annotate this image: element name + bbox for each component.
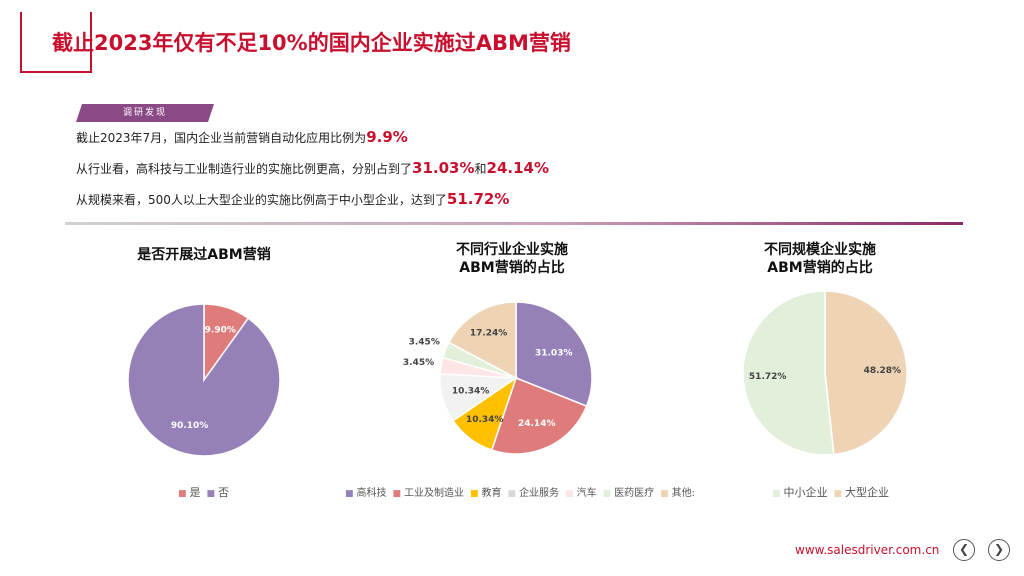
legend-label: 大型企业 <box>845 486 890 499</box>
pie-slice-大型企业 <box>824 290 908 456</box>
chart-title-line: ABM营销的占比 <box>459 260 565 276</box>
data-label-企业服务: 10.34% <box>452 387 490 397</box>
data-label-其他: 17.24% <box>470 328 508 338</box>
pie-slice-工业及制造业 <box>490 377 588 455</box>
pie-chart-abm: 9.90% 90.10% <box>127 303 281 457</box>
legend-label: 医药医疗 <box>614 488 655 499</box>
pie-slice-中小企业 <box>742 290 835 456</box>
legend-item: ■ 汽车 <box>565 488 597 499</box>
finding-text: 从规模来看，500人以上大型企业的实施比例高于中小型企业，达到了 <box>76 193 447 207</box>
data-label-工业及制造业: 24.14% <box>518 419 556 429</box>
legend-label: 工业及制造业 <box>404 488 465 499</box>
legend-scale: ■ 中小企业 ■ 大型企业 <box>772 484 895 500</box>
finding-line-2: 从行业看，高科技与工业制造行业的实施比例更高，分别占到了31.03%和24.14… <box>76 159 549 177</box>
legend-abm: ■ 是 ■ 否 <box>178 484 235 500</box>
legend-swatch: ■ <box>178 489 187 499</box>
finding-text: 从行业看，高科技与工业制造行业的实施比例更高，分别占到了 <box>76 162 413 176</box>
legend-swatch: ■ <box>345 489 354 499</box>
finding-line-3: 从规模来看，500人以上大型企业的实施比例高于中小型企业，达到了51.72% <box>76 190 509 208</box>
section-divider <box>65 222 963 225</box>
legend-swatch: ■ <box>565 489 574 499</box>
data-label-高科技: 31.03% <box>535 348 573 358</box>
legend-label: 高科技 <box>356 488 387 499</box>
legend-swatch: ■ <box>392 489 402 499</box>
legend-item: ■ 其他: <box>660 488 695 499</box>
finding-highlight: 51.72% <box>446 190 510 208</box>
legend-item: ■ 是 <box>178 486 201 499</box>
pie-slice-否 <box>127 303 281 457</box>
chart-title-line: 是否开展过ABM营销 <box>137 247 271 263</box>
chevron-left-icon[interactable]: ❮ <box>953 539 975 561</box>
finding-highlight: 9.9% <box>366 128 408 146</box>
chart-title-line: ABM营销的占比 <box>767 260 873 276</box>
data-label-是: 9.90% <box>205 325 236 335</box>
legend-item: ■ 否 <box>207 486 230 499</box>
findings-tag-label: 调研发现 <box>122 108 167 118</box>
data-label-医药医疗: 3.45% <box>409 337 440 347</box>
legend-item: ■ 企业服务 <box>508 488 560 499</box>
legend-label: 企业服务 <box>519 488 560 499</box>
legend-swatch: ■ <box>833 489 843 499</box>
legend-swatch: ■ <box>602 489 612 499</box>
finding-highlight: 24.14% <box>486 159 549 177</box>
legend-item: ■ 教育 <box>470 488 502 499</box>
legend-label: 是 <box>189 486 201 499</box>
finding-highlight: 31.03% <box>412 159 475 177</box>
legend-swatch: ■ <box>507 489 517 499</box>
data-label-汽车: 3.45% <box>403 358 434 368</box>
legend-swatch: ■ <box>206 489 216 499</box>
findings-tag: 调研发现 <box>76 104 214 122</box>
pie-slice-高科技 <box>515 301 593 408</box>
title-frame-bottom-line <box>20 71 92 73</box>
legend-item: ■ 医药医疗 <box>603 488 655 499</box>
pie-chart-industry: 31.03% 24.14% 10.34% 10.34% 3.45% 3.45% 17.24% <box>403 301 593 455</box>
chart-title-scale: 不同规模企业实施 ABM营销的占比 <box>720 241 920 277</box>
legend-label: 汽车 <box>576 488 597 499</box>
data-label-教育: 10.34% <box>466 415 504 425</box>
legend-swatch: ■ <box>772 489 781 499</box>
legend-label: 其他: <box>671 488 695 499</box>
chart-title-abm: 是否开展过ABM营销 <box>104 246 304 264</box>
legend-label: 中小企业 <box>783 486 828 499</box>
legend-item: ■ 高科技 <box>345 488 387 499</box>
data-label-大型企业: 48.28% <box>864 366 902 376</box>
pie-chart-scale: 48.28% 51.72% <box>742 290 908 456</box>
legend-industry: ■ 高科技 ■ 工业及制造业 ■ 教育 ■ 企业服务 ■ 汽车 ■ 医药医疗 ■ 其他: <box>345 484 701 499</box>
title-frame-left-line <box>20 12 22 72</box>
website-link[interactable]: www.salesdriver.com.cn <box>795 543 940 557</box>
chart-title-line: 不同规模企业实施 <box>764 242 876 258</box>
title-frame-right-line <box>90 12 92 72</box>
pie-slice-其他 <box>447 301 517 380</box>
legend-item: ■ 中小企业 <box>772 486 828 499</box>
chevron-right-icon[interactable]: ❯ <box>988 539 1010 561</box>
finding-line-1: 截止2023年7月，国内企业当前营销自动化应用比例为9.9% <box>76 128 408 146</box>
data-label-中小企业: 51.72% <box>749 372 787 382</box>
page-title: 截止2023年仅有不足10%的国内企业实施过ABM营销 <box>52 31 571 55</box>
legend-label: 否 <box>218 486 230 499</box>
finding-text: 截止2023年7月，国内企业当前营销自动化应用比例为 <box>76 131 367 145</box>
legend-item: ■ 大型企业 <box>834 486 890 499</box>
finding-connector: 和 <box>474 162 487 176</box>
chart-title-line: 不同行业企业实施 <box>456 242 568 258</box>
legend-label: 教育 <box>481 488 502 499</box>
legend-item: ■ 工业及制造业 <box>393 488 465 499</box>
chart-title-industry: 不同行业企业实施 ABM营销的占比 <box>412 241 612 277</box>
legend-swatch: ■ <box>660 489 669 499</box>
legend-swatch: ■ <box>470 489 479 499</box>
data-label-否: 90.10% <box>171 421 209 431</box>
